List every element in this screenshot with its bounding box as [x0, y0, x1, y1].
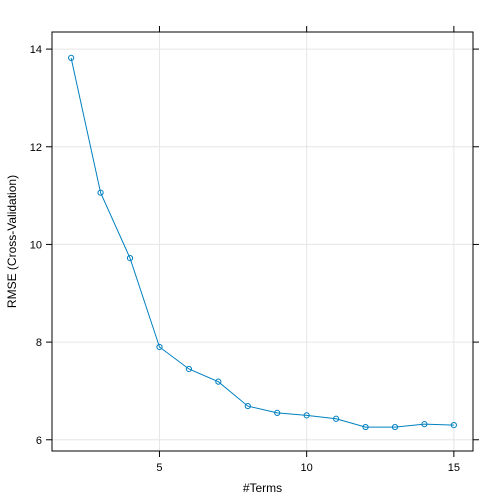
x-tick-label: 5: [156, 462, 162, 474]
data-point: [391, 423, 399, 431]
plot-frame: [51, 31, 474, 452]
data-point: [450, 422, 457, 429]
data-point: [185, 365, 192, 373]
axis-ticks: [46, 26, 479, 457]
data-point: [244, 402, 251, 410]
x-tick-label: 10: [301, 462, 313, 474]
data-point: [97, 189, 104, 196]
y-axis-title: RMSE (Cross-Validation): [5, 175, 19, 308]
tick-labels: 5 10 15 6 8 10 12 14: [30, 44, 460, 474]
x-axis-title: #Terms: [243, 481, 282, 495]
data-point: [362, 423, 369, 431]
x-tick-label: 15: [448, 462, 460, 474]
data-point: [156, 343, 163, 351]
data-point: [68, 54, 75, 61]
grid-lines: [52, 32, 473, 451]
series-line: [70, 57, 454, 428]
data-point: [215, 378, 222, 385]
y-tick-label: 8: [36, 337, 42, 349]
data-point: [126, 255, 134, 262]
y-tick-label: 14: [30, 44, 42, 56]
y-tick-label: 12: [30, 142, 42, 154]
y-tick-label: 10: [30, 239, 42, 251]
data-point: [333, 415, 340, 422]
data-point: [421, 421, 428, 428]
y-tick-label: 6: [36, 435, 42, 447]
series-layer: [68, 54, 457, 431]
data-point: [303, 412, 310, 419]
data-point: [274, 409, 281, 417]
